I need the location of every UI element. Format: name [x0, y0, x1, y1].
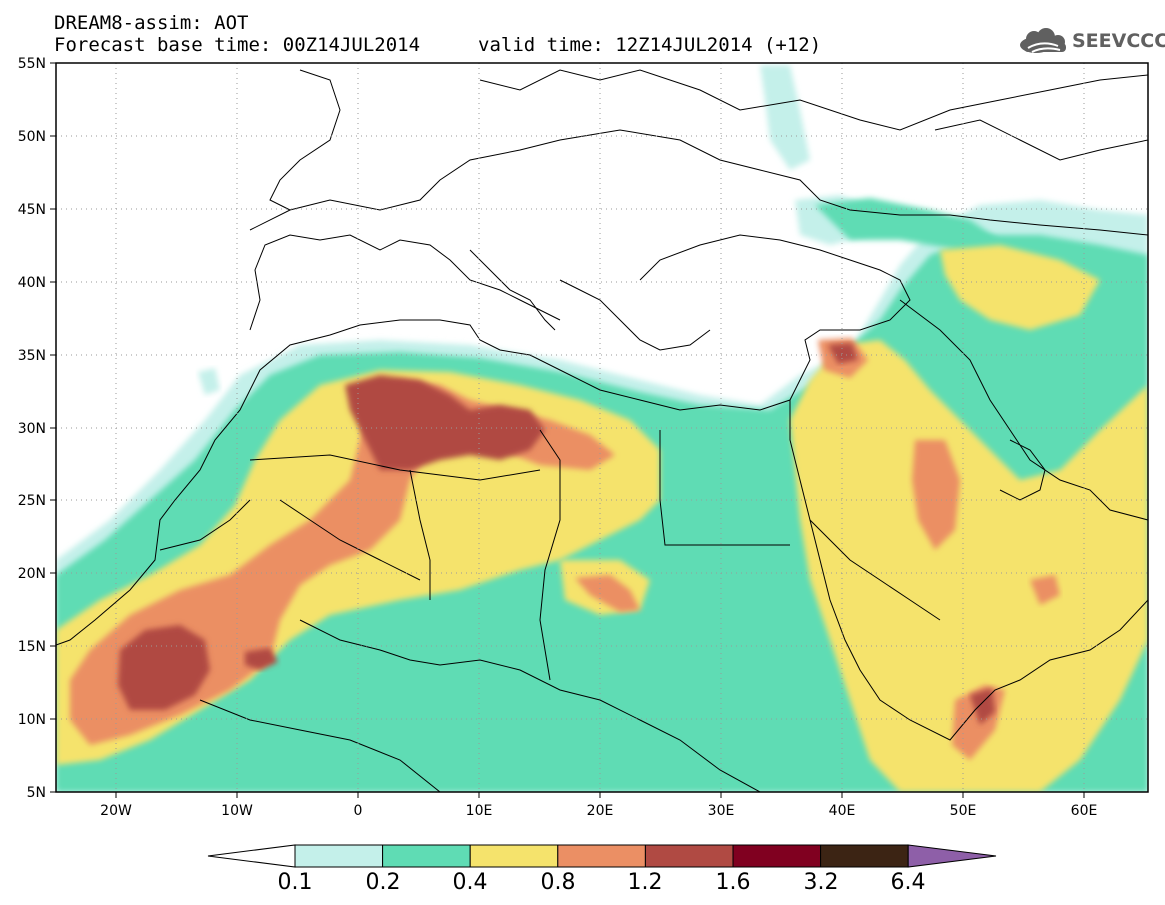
lon-label-50e: 50E [950, 803, 977, 819]
lat-label-30n: 30N [18, 421, 46, 437]
forecast-base-time: Forecast base time: 00Z14JUL2014 [54, 34, 421, 56]
colorbar-swatch-1.2 [644, 844, 734, 868]
colorbar-arrow-high [907, 844, 997, 868]
colorbar-arrow-low [207, 844, 296, 868]
contour-1.2 [345, 375, 545, 470]
lat-label-45n: 45N [18, 202, 46, 218]
lon-label-20e: 20E [587, 803, 614, 819]
colorbar-swatch-0.4 [469, 844, 559, 868]
axis-ticks [50, 62, 1085, 798]
colorbar-swatch-0.1 [294, 844, 384, 868]
lat-label-5n: 5N [27, 785, 46, 801]
logo-text: SEEVCCC [1072, 30, 1165, 52]
colorbar-label: 0.4 [452, 870, 488, 895]
colorbar-swatch-3.2 [820, 844, 909, 868]
lat-label-50n: 50N [18, 129, 46, 145]
colorbar-label: 0.1 [277, 870, 313, 895]
colorbar-label: 1.6 [715, 870, 751, 895]
colorbar-label: 0.2 [365, 870, 401, 895]
colorbar-label: 0.8 [540, 870, 576, 895]
valid-time: valid time: 12Z14JUL2014 (+12) [478, 34, 822, 56]
lon-label-10e: 10E [466, 803, 493, 819]
colorbar-swatch-1.6 [732, 844, 822, 868]
lat-label-20n: 20N [18, 566, 46, 582]
lon-label-20w: 20W [100, 803, 132, 819]
graticule [56, 63, 1148, 792]
aot-contours [56, 65, 1148, 792]
lat-label-35n: 35N [18, 348, 46, 364]
lon-label-30e: 30E [708, 803, 735, 819]
lat-label-55n: 55N [18, 56, 46, 72]
colorbar-label: 1.2 [627, 870, 663, 895]
colorbar-swatch-0.2 [382, 844, 471, 868]
map-title: DREAM8-assim: AOT [54, 12, 249, 34]
coastlines [56, 69, 1148, 792]
colorbar [207, 844, 997, 868]
lon-label-0: 0 [354, 803, 363, 819]
lon-label-60e: 60E [1071, 803, 1098, 819]
lon-label-40e: 40E [829, 803, 856, 819]
cloud-icon [1020, 28, 1066, 53]
lat-label-25n: 25N [18, 493, 46, 509]
lat-label-10n: 10N [18, 712, 46, 728]
colorbar-label: 3.2 [803, 870, 839, 895]
colorbar-label: 6.4 [890, 870, 926, 895]
colorbar-swatch-0.8 [557, 844, 646, 868]
lat-label-40n: 40N [18, 275, 46, 291]
lat-label-15n: 15N [18, 639, 46, 655]
lon-label-10w: 10W [221, 803, 253, 819]
